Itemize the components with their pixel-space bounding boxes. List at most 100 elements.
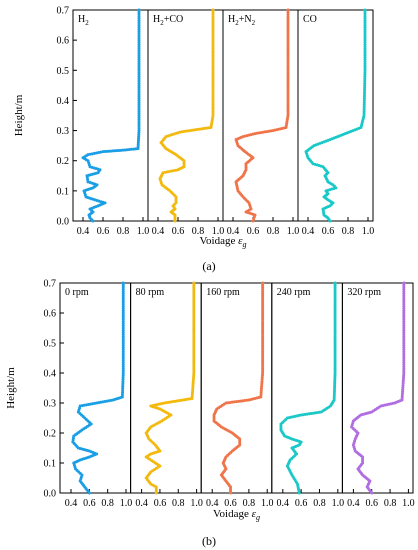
data-point xyxy=(121,347,125,351)
data-point xyxy=(402,313,406,317)
y-tick-label: 0.7 xyxy=(44,279,57,290)
data-point xyxy=(333,300,337,304)
data-point xyxy=(121,341,125,345)
data-point xyxy=(402,298,406,302)
data-point xyxy=(286,51,290,55)
data-point xyxy=(211,86,215,90)
data-point xyxy=(402,341,406,345)
x-tick-label: 0.8 xyxy=(384,498,397,509)
data-point xyxy=(261,298,265,302)
data-point xyxy=(363,75,367,79)
panel-label: 320 rpm xyxy=(347,287,381,298)
data-point xyxy=(402,330,406,334)
data-point xyxy=(121,307,125,311)
data-point xyxy=(211,42,215,46)
data-point xyxy=(211,98,215,102)
data-point xyxy=(363,17,367,21)
data-point xyxy=(333,281,337,285)
data-point xyxy=(121,309,125,313)
data-point xyxy=(333,324,337,328)
data-point xyxy=(333,305,337,309)
data-point xyxy=(120,395,124,399)
data-point xyxy=(333,311,337,315)
data-point xyxy=(211,49,215,53)
data-point xyxy=(121,305,125,309)
data-point xyxy=(259,388,263,392)
panel-label: 80 rpm xyxy=(136,287,165,298)
data-point xyxy=(261,350,265,354)
data-point xyxy=(363,86,367,90)
data-point xyxy=(363,12,367,16)
y-tick-label: 0.5 xyxy=(44,339,57,350)
y-tick-label: 0.1 xyxy=(57,186,70,197)
data-point xyxy=(286,77,290,81)
y-tick-label: 0.4 xyxy=(57,96,70,107)
data-point xyxy=(402,339,406,343)
data-point xyxy=(402,347,406,351)
data-point xyxy=(192,296,196,300)
data-point xyxy=(260,373,264,377)
y-tick-label: 0.3 xyxy=(44,399,57,410)
data-point xyxy=(333,296,337,300)
data-point xyxy=(192,339,196,343)
data-point xyxy=(211,12,215,16)
data-point xyxy=(286,101,290,105)
data-point xyxy=(333,292,337,296)
data-point xyxy=(402,354,406,358)
data-point xyxy=(192,345,196,349)
data-point xyxy=(211,73,215,77)
data-point xyxy=(286,55,290,59)
y-tick-label: 0.3 xyxy=(57,126,70,137)
data-point xyxy=(259,395,263,399)
data-point xyxy=(261,307,265,311)
data-point xyxy=(261,360,265,364)
data-point xyxy=(261,343,265,347)
data-point xyxy=(286,81,290,85)
data-point xyxy=(121,311,125,315)
data-point xyxy=(137,94,141,98)
data-point xyxy=(121,315,125,319)
data-point xyxy=(402,317,406,321)
data-point xyxy=(261,311,265,315)
data-point xyxy=(137,90,141,94)
data-point xyxy=(192,367,196,371)
data-point xyxy=(137,42,141,46)
x-tick-label: 1.0 xyxy=(212,226,225,237)
data-point xyxy=(259,393,263,397)
data-point xyxy=(137,58,141,62)
data-point xyxy=(333,309,337,313)
data-point xyxy=(137,129,141,133)
data-point xyxy=(211,36,215,40)
data-point xyxy=(261,371,265,375)
data-point xyxy=(121,371,125,375)
data-point xyxy=(192,281,196,285)
data-point xyxy=(211,40,215,44)
data-point xyxy=(363,53,367,57)
data-point xyxy=(261,347,265,351)
x-tick-label: 0.4 xyxy=(206,498,219,509)
data-point xyxy=(333,339,337,343)
data-point xyxy=(211,21,215,25)
data-point xyxy=(362,109,366,113)
data-point xyxy=(363,47,367,51)
data-point xyxy=(211,79,215,83)
x-tick-label: 0.4 xyxy=(152,226,165,237)
data-point xyxy=(402,296,406,300)
data-point xyxy=(333,302,337,306)
data-point xyxy=(211,114,215,117)
data-point xyxy=(402,343,406,347)
data-point xyxy=(260,382,264,386)
data-point xyxy=(286,36,290,40)
data-point xyxy=(121,283,125,287)
data-point xyxy=(333,283,337,287)
data-point xyxy=(192,309,196,313)
data-point xyxy=(363,88,367,92)
data-point xyxy=(192,324,196,328)
data-point xyxy=(137,62,141,66)
data-point xyxy=(261,345,265,349)
data-point xyxy=(137,40,141,44)
data-point xyxy=(402,350,406,354)
data-point xyxy=(333,354,337,358)
data-point xyxy=(286,83,290,87)
